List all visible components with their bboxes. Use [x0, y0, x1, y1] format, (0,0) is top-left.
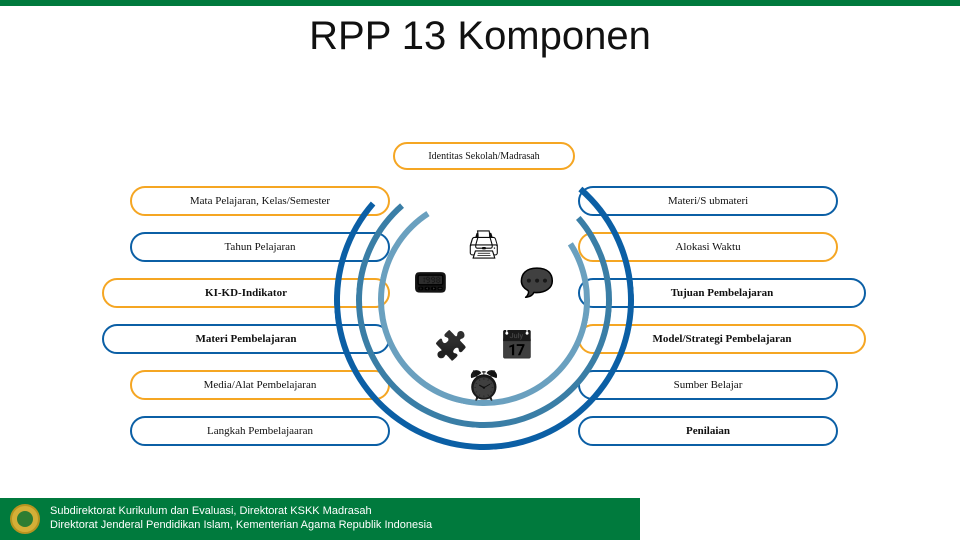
puzzle-icon: 🧩 — [437, 331, 465, 359]
pill-label: Materi Pembelajaran — [195, 333, 296, 345]
pill-label: Penilaian — [686, 425, 730, 437]
pill-left-5: Langkah Pembelajaaran — [130, 416, 390, 446]
footer-line2: Direktorat Jenderal Pendidikan Islam, Ke… — [50, 519, 432, 533]
pill-label: Mata Pelajaran, Kelas/Semester — [190, 195, 330, 207]
calendar-icon: 📅 — [503, 331, 531, 359]
pill-label: Tahun Pelajaran — [224, 241, 295, 253]
page-title: RPP 13 Komponen — [0, 14, 960, 59]
pill-right-4: Sumber Belajar — [578, 370, 838, 400]
chat-icon: 💬 — [523, 269, 551, 297]
clock-icon: ⏰ — [470, 371, 498, 399]
footer-bar: Subdirektorat Kurikulum dan Evaluasi, Di… — [0, 498, 640, 540]
pill-label: Langkah Pembelajaaran — [207, 425, 313, 437]
pill-label: Model/Strategi Pembelajaran — [653, 333, 792, 345]
footer-line1: Subdirektorat Kurikulum dan Evaluasi, Di… — [50, 505, 432, 519]
pill-label: Sumber Belajar — [674, 379, 743, 391]
pill-label: Materi/S ubmateri — [668, 195, 748, 207]
footer-text: Subdirektorat Kurikulum dan Evaluasi, Di… — [50, 505, 432, 533]
ministry-logo-icon — [10, 504, 40, 534]
pill-right-0: Materi/S ubmateri — [578, 186, 838, 216]
pill-label: Tujuan Pembelajaran — [671, 287, 774, 299]
pill-left-0: Mata Pelajaran, Kelas/Semester — [130, 186, 390, 216]
top-accent-bar — [0, 0, 960, 6]
pill-label: Media/Alat Pembelajaran — [204, 379, 317, 391]
pill-right-5: Penilaian — [578, 416, 838, 446]
pill-label: Alokasi Waktu — [675, 241, 740, 253]
pill-label: KI-KD-Indikator — [205, 287, 287, 299]
calculator-icon: 📟 — [417, 269, 445, 297]
pill-left-4: Media/Alat Pembelajaran — [130, 370, 390, 400]
printer-icon: 🖨 — [470, 230, 498, 258]
